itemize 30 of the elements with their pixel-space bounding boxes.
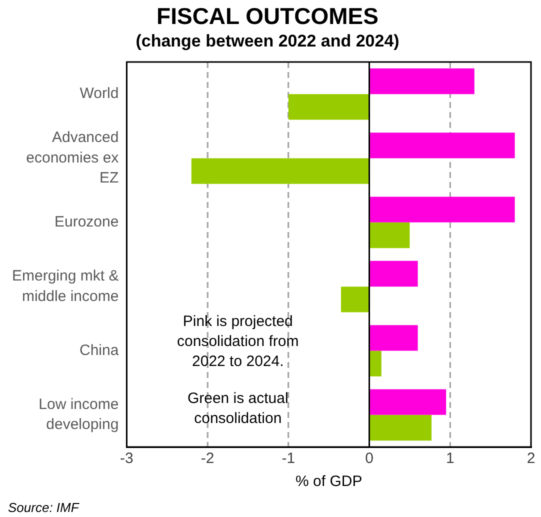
y-tick-label: Low income developing <box>38 396 119 434</box>
x-tick-label: -2 <box>200 450 214 468</box>
bar <box>370 132 515 158</box>
y-tick-label: Advanced economies ex EZ <box>26 129 120 187</box>
bar <box>340 286 369 312</box>
y-tick-label: World <box>80 85 119 102</box>
x-tick-label: 2 <box>526 450 536 468</box>
annotation: Pink is projected consolidation from 2022 to 2024. <box>177 312 299 370</box>
x-axis-title: % of GDP <box>296 473 362 490</box>
bar <box>370 68 474 94</box>
chart-subtitle: (change between 2022 and 2024) <box>136 31 400 50</box>
x-tick-label: 0 <box>365 450 374 468</box>
bar <box>370 196 515 222</box>
bar <box>370 222 410 248</box>
bar <box>370 389 446 415</box>
x-tick-label: 1 <box>446 450 454 468</box>
bar <box>370 325 418 351</box>
source-note: Source: IMF <box>8 500 80 516</box>
chart-title: FISCAL OUTCOMES <box>156 3 378 30</box>
bar <box>288 94 369 120</box>
x-tick-label: -3 <box>120 450 134 468</box>
y-tick-label: Eurozone <box>54 214 119 231</box>
annotation: Green is actual consolidation <box>187 390 288 427</box>
y-tick-label: Emerging mkt & middle income <box>12 268 119 305</box>
bar <box>370 260 418 287</box>
x-tick-label: -1 <box>282 450 296 468</box>
bar <box>370 350 382 376</box>
bar <box>370 414 432 441</box>
y-tick-label: China <box>79 342 120 359</box>
bar <box>191 158 369 184</box>
